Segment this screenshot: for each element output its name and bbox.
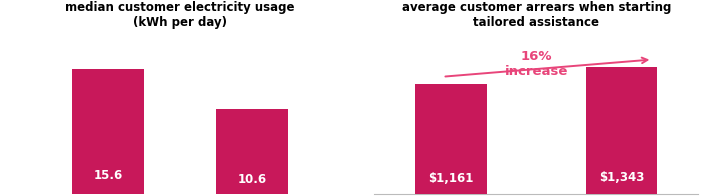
Text: $1,343: $1,343 <box>599 171 644 184</box>
Bar <box>586 67 657 194</box>
Bar <box>415 84 487 194</box>
Text: 15.6: 15.6 <box>94 169 122 181</box>
Text: 16%
increase: 16% increase <box>505 50 568 78</box>
Bar <box>216 109 288 194</box>
Title: average customer arrears when starting
tailored assistance: average customer arrears when starting t… <box>402 1 671 29</box>
Title: median customer electricity usage
(kWh per day): median customer electricity usage (kWh p… <box>66 1 294 29</box>
Text: 10.6: 10.6 <box>238 172 266 186</box>
Text: $1,161: $1,161 <box>428 172 474 185</box>
Bar <box>72 69 144 194</box>
